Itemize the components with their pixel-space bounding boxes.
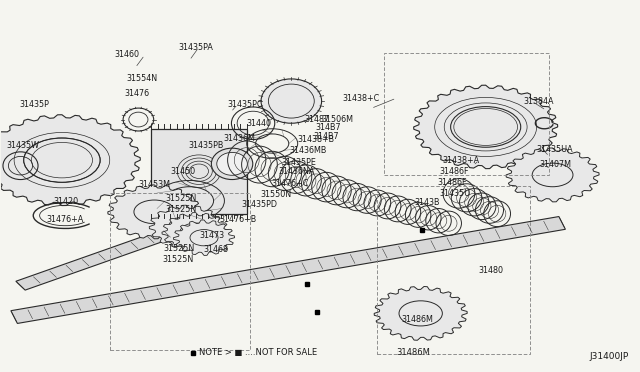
Text: 31438+A: 31438+A: [442, 155, 479, 165]
Text: 31384A: 31384A: [524, 97, 554, 106]
Text: 31407M: 31407M: [540, 160, 572, 169]
Text: 3143B: 3143B: [414, 198, 440, 207]
Text: NOTE > ■ ....NOT FOR SALE: NOTE > ■ ....NOT FOR SALE: [199, 349, 317, 357]
Text: 314B7: 314B7: [313, 132, 339, 141]
Text: 31473: 31473: [199, 231, 224, 240]
Polygon shape: [506, 148, 599, 202]
Text: 31435PC: 31435PC: [228, 100, 263, 109]
Text: 31436MB: 31436MB: [289, 146, 327, 155]
Text: 31436M: 31436M: [223, 134, 255, 143]
Text: 31487: 31487: [305, 115, 330, 124]
Text: 31435PB: 31435PB: [188, 141, 223, 150]
Polygon shape: [173, 220, 235, 256]
Polygon shape: [162, 212, 230, 252]
Text: 31486F: 31486F: [440, 167, 469, 176]
Text: 31550N: 31550N: [260, 190, 291, 199]
Polygon shape: [16, 230, 172, 290]
Text: 31435P: 31435P: [19, 100, 49, 109]
Ellipse shape: [261, 79, 321, 123]
Text: 31453M: 31453M: [138, 180, 170, 189]
Text: 31476+B: 31476+B: [220, 215, 257, 224]
Text: 31525N: 31525N: [166, 205, 197, 215]
Polygon shape: [108, 185, 201, 239]
Text: 31468: 31468: [204, 245, 228, 254]
Text: 31525N: 31525N: [164, 244, 195, 253]
Text: 31486F: 31486F: [437, 178, 467, 187]
Text: 31438+B: 31438+B: [298, 135, 335, 144]
Text: 31554N: 31554N: [127, 74, 158, 83]
Text: 31506M: 31506M: [322, 115, 354, 124]
Text: 31525N: 31525N: [166, 195, 197, 203]
Text: 314B7: 314B7: [316, 123, 341, 132]
Text: 31440: 31440: [246, 119, 272, 128]
Polygon shape: [374, 286, 467, 340]
Ellipse shape: [211, 148, 253, 180]
Polygon shape: [413, 85, 557, 169]
Text: 31480: 31480: [478, 266, 503, 275]
Text: 31486M: 31486M: [401, 315, 433, 324]
Text: 31460: 31460: [115, 51, 140, 60]
Bar: [151, 129, 246, 214]
Text: 31476+C: 31476+C: [271, 179, 309, 187]
Text: 31435UA: 31435UA: [537, 145, 573, 154]
Text: 31476+A: 31476+A: [46, 215, 83, 224]
Text: 31525N: 31525N: [162, 255, 193, 264]
Text: 31450: 31450: [170, 167, 195, 176]
Text: 31435PD: 31435PD: [241, 200, 277, 209]
Polygon shape: [149, 205, 223, 248]
Text: 31436NA: 31436NA: [278, 167, 314, 176]
Text: 31435PE: 31435PE: [282, 157, 317, 167]
Text: 31435W: 31435W: [6, 141, 40, 150]
Text: 31476: 31476: [124, 89, 150, 98]
Polygon shape: [0, 115, 140, 206]
Text: 31438+C: 31438+C: [342, 94, 380, 103]
Text: J31400JP: J31400JP: [590, 352, 629, 361]
Polygon shape: [11, 217, 565, 323]
Text: 31420: 31420: [54, 197, 79, 206]
Ellipse shape: [217, 153, 247, 175]
Text: 31435U: 31435U: [440, 189, 471, 198]
Text: 31435PA: 31435PA: [179, 43, 213, 52]
Text: 31486M: 31486M: [396, 349, 430, 357]
